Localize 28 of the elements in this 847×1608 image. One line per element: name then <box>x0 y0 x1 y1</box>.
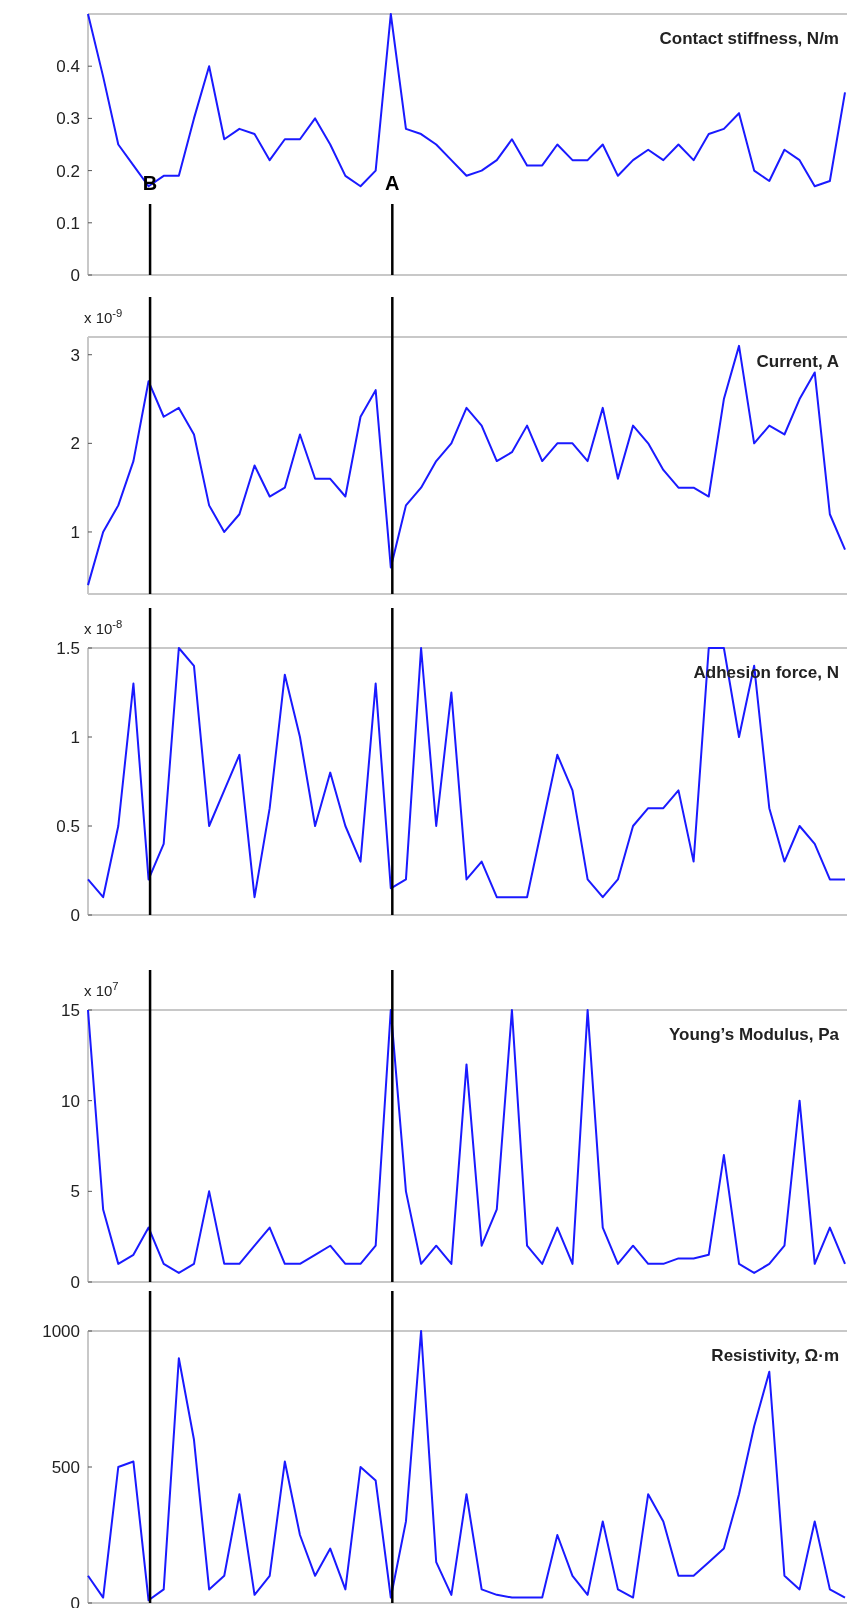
y-tick-label: 0.2 <box>56 161 80 181</box>
y-tick-label: 1 <box>70 727 80 747</box>
line-series <box>87 1330 846 1602</box>
text: Current, A <box>756 352 839 371</box>
text: x 10$^{-9}$ <box>84 307 123 326</box>
line-series <box>87 344 846 587</box>
y-tick-label: 1000 <box>42 1321 80 1341</box>
y-tick-label: 0.4 <box>56 57 80 77</box>
y-tick-label: 0.1 <box>56 213 80 233</box>
text: Resistivity, Ω·m <box>711 1346 839 1365</box>
y-tick-label: 2 <box>70 434 80 454</box>
y-tick-label: 0 <box>70 265 80 285</box>
text: Contact stiffness, N/m <box>659 29 839 48</box>
y-tick-label: 0.3 <box>56 109 80 129</box>
y-tick-label: 0 <box>70 905 80 925</box>
y-tick-label: 3 <box>70 345 80 365</box>
y-tick-label: 0.5 <box>56 816 80 836</box>
y-tick-label: 1 <box>70 522 80 542</box>
y-tick-label: 500 <box>51 1457 80 1477</box>
y-tick-label: 0 <box>70 1272 80 1292</box>
text: Young’s Modulus, Pa <box>669 1025 840 1044</box>
text: x 10$^{7}$ <box>84 980 119 999</box>
y-tick-label: 5 <box>70 1182 80 1202</box>
text: x 10$^{-8}$ <box>84 618 123 637</box>
y-tick-label: 15 <box>61 1000 80 1020</box>
y-tick-label: 1.5 <box>56 638 80 658</box>
annotation: A <box>385 172 400 194</box>
y-tick-label: 10 <box>61 1091 80 1111</box>
